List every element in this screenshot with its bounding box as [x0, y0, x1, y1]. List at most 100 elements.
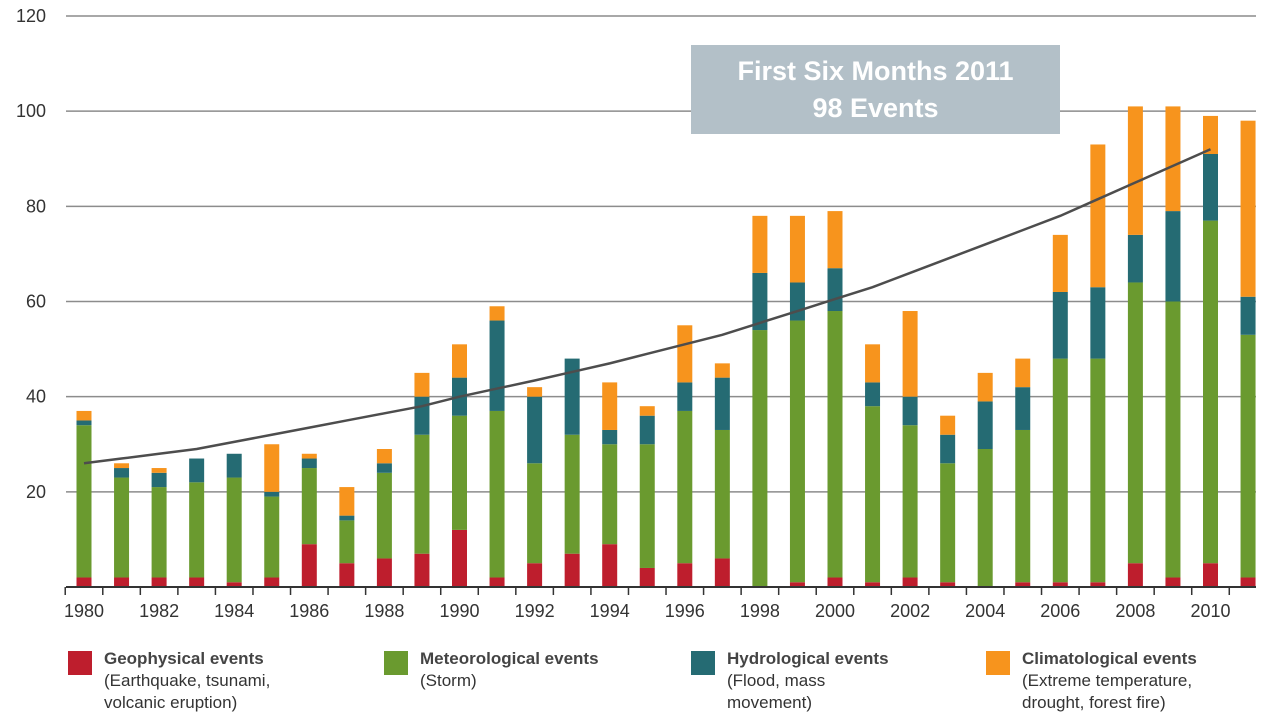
bar-meteorological-1988: [376, 472, 392, 559]
bar-hydrological-1991: [489, 320, 505, 411]
bar-hydrological-1987: [339, 515, 355, 521]
bar-climatological-1988: [376, 449, 392, 464]
grid-lines: [66, 15, 1256, 493]
bar-climatological-2006: [1052, 234, 1068, 292]
bar-hydrological-2009: [1165, 211, 1181, 302]
x-tick-label-1992: 1992: [515, 601, 555, 621]
bar-geophysical-1993: [564, 553, 580, 587]
legend-desc-hydrological-2: movement): [727, 693, 813, 712]
bar-geophysical-1992: [527, 563, 543, 587]
bar-hydrological-1989: [414, 396, 430, 435]
bar-meteorological-1980: [76, 425, 92, 578]
bar-climatological-2009: [1165, 106, 1181, 212]
bar-hydrological-1994: [602, 429, 618, 445]
legend-swatch-hydrological: [691, 651, 715, 675]
annotation-box: First Six Months 2011 98 Events: [691, 45, 1060, 134]
bar-geophysical-1997: [714, 558, 730, 587]
bar-geophysical-2011: [1240, 577, 1256, 587]
bar-climatological-1986: [301, 453, 317, 459]
bar-climatological-2010: [1203, 115, 1218, 154]
bar-meteorological-2000: [827, 311, 843, 578]
bar-geophysical-1999: [789, 582, 805, 587]
bar-climatological-1980: [76, 410, 92, 421]
bar-geophysical-2008: [1127, 563, 1143, 587]
bar-hydrological-1984: [226, 453, 242, 478]
bar-meteorological-2004: [977, 449, 993, 587]
bar-climatological-1982: [151, 468, 167, 473]
x-tick-label-1996: 1996: [665, 601, 705, 621]
bar-meteorological-2008: [1127, 282, 1143, 564]
bar-climatological-1997: [714, 363, 730, 378]
bar-meteorological-1985: [264, 496, 280, 578]
bar-meteorological-2009: [1165, 301, 1181, 578]
bar-meteorological-1982: [151, 487, 167, 578]
bar-meteorological-1986: [301, 468, 317, 545]
bar-climatological-1990: [452, 344, 467, 378]
bar-hydrological-1982: [151, 472, 167, 488]
x-tick-label-1998: 1998: [740, 601, 780, 621]
x-tick-label-1982: 1982: [139, 601, 179, 621]
legend-title-climatological: Climatological events: [1022, 649, 1197, 668]
bar-meteorological-2001: [865, 406, 881, 583]
bar-geophysical-1985: [264, 577, 280, 587]
bar-geophysical-2002: [902, 577, 918, 587]
bar-meteorological-2010: [1203, 220, 1218, 564]
bar-geophysical-2007: [1090, 582, 1106, 587]
bar-climatological-1985: [264, 444, 280, 492]
y-tick-label-120: 120: [16, 6, 46, 26]
legend-swatch-meteorological: [384, 651, 408, 675]
bar-hydrological-1988: [376, 463, 392, 473]
bar-meteorological-1994: [602, 444, 618, 545]
bar-meteorological-1984: [226, 477, 242, 583]
bar-geophysical-1986: [301, 544, 317, 587]
legend-swatch-climatological: [986, 651, 1010, 675]
bar-hydrological-2001: [865, 382, 881, 407]
legend-title-meteorological: Meteorological events: [420, 649, 599, 668]
bar-geophysical-2005: [1015, 582, 1031, 587]
bar-geophysical-2000: [827, 577, 843, 587]
bar-geophysical-1987: [339, 563, 355, 587]
bar-climatological-1998: [752, 215, 768, 273]
bar-hydrological-1986: [301, 458, 317, 469]
bar-geophysical-2010: [1203, 563, 1218, 587]
bar-geophysical-1994: [602, 544, 618, 587]
bar-hydrological-2005: [1015, 387, 1031, 430]
bar-meteorological-2005: [1015, 429, 1031, 583]
x-tick-label-1984: 1984: [214, 601, 254, 621]
x-tick-label-2000: 2000: [815, 601, 855, 621]
legend-title-hydrological: Hydrological events: [727, 649, 889, 668]
bar-meteorological-1999: [789, 320, 805, 583]
bar-geophysical-1981: [114, 577, 130, 587]
legend-desc-climatological-2: drought, forest fire): [1022, 693, 1166, 712]
bar-climatological-1994: [602, 382, 618, 430]
bar-hydrological-2006: [1052, 291, 1068, 359]
legend-desc-geophysical-2: volcanic eruption): [104, 693, 238, 712]
bar-hydrological-1983: [189, 458, 205, 483]
x-tick-label-2008: 2008: [1115, 601, 1155, 621]
x-tick-label-2004: 2004: [965, 601, 1005, 621]
bar-climatological-2001: [865, 344, 881, 383]
bar-hydrological-2010: [1203, 153, 1218, 221]
y-tick-label-40: 40: [26, 387, 46, 407]
bar-hydrological-1981: [114, 468, 130, 478]
legend-desc-climatological-1: (Extreme temperature,: [1022, 671, 1193, 690]
bar-geophysical-1984: [226, 582, 242, 587]
bar-hydrological-2004: [977, 401, 993, 450]
bar-hydrological-1995: [639, 415, 655, 445]
trend-line: [83, 148, 1212, 465]
bar-geophysical-2001: [865, 582, 881, 587]
x-tick-label-1988: 1988: [364, 601, 404, 621]
bar-geophysical-1996: [677, 563, 693, 587]
bar-hydrological-2011: [1240, 296, 1256, 335]
bar-meteorological-1990: [452, 415, 467, 530]
x-tick-label-1980: 1980: [64, 601, 104, 621]
bar-climatological-2007: [1090, 144, 1106, 288]
bar-climatological-1989: [414, 372, 430, 397]
annotation-line-1: First Six Months 2011: [737, 56, 1014, 86]
bar-geophysical-1988: [376, 558, 392, 587]
bar-climatological-2002: [902, 311, 918, 397]
bar-meteorological-2007: [1090, 358, 1106, 583]
bar-meteorological-2011: [1240, 334, 1256, 578]
x-tick-label-1990: 1990: [439, 601, 479, 621]
